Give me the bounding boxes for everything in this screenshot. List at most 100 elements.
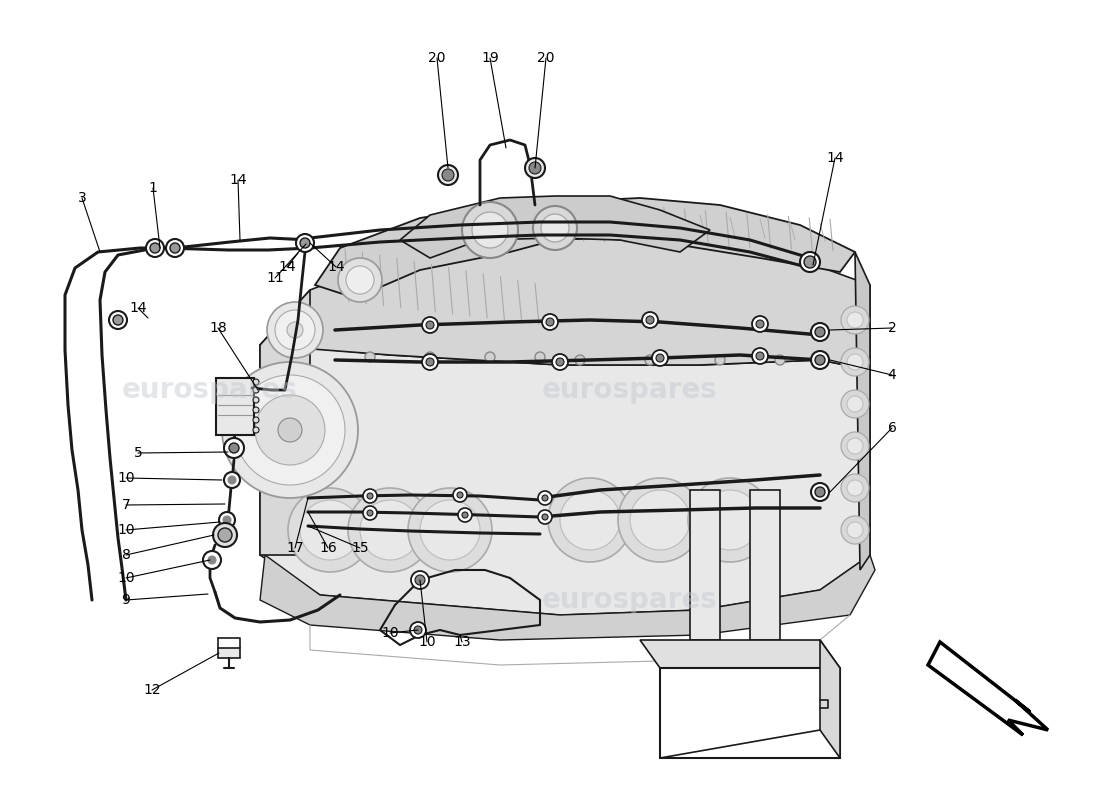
Text: 5: 5 xyxy=(133,446,142,460)
Circle shape xyxy=(688,478,772,562)
Circle shape xyxy=(642,312,658,328)
Circle shape xyxy=(253,387,258,393)
Circle shape xyxy=(228,476,236,484)
Circle shape xyxy=(811,323,829,341)
Text: 11: 11 xyxy=(266,271,284,285)
Text: 15: 15 xyxy=(351,541,369,555)
Polygon shape xyxy=(855,252,870,570)
Circle shape xyxy=(842,474,869,502)
Circle shape xyxy=(267,302,323,358)
Circle shape xyxy=(815,355,825,365)
Circle shape xyxy=(166,239,184,257)
Circle shape xyxy=(422,317,438,333)
Text: 13: 13 xyxy=(453,635,471,649)
Circle shape xyxy=(700,490,760,550)
Polygon shape xyxy=(556,198,855,272)
Circle shape xyxy=(462,202,518,258)
Circle shape xyxy=(338,258,382,302)
Polygon shape xyxy=(820,640,840,758)
Circle shape xyxy=(462,512,468,518)
Circle shape xyxy=(414,626,422,634)
Text: 8: 8 xyxy=(122,548,131,562)
Circle shape xyxy=(560,490,620,550)
Circle shape xyxy=(218,528,232,542)
Text: 4: 4 xyxy=(888,368,896,382)
Circle shape xyxy=(752,316,768,332)
Circle shape xyxy=(556,358,564,366)
Circle shape xyxy=(109,311,126,329)
Text: eurospares: eurospares xyxy=(542,586,718,614)
Text: eurospares: eurospares xyxy=(122,376,298,404)
Circle shape xyxy=(300,500,360,560)
Circle shape xyxy=(360,500,420,560)
Circle shape xyxy=(253,379,258,385)
Circle shape xyxy=(525,158,544,178)
Circle shape xyxy=(296,234,314,252)
Circle shape xyxy=(815,327,825,337)
Circle shape xyxy=(847,438,864,454)
Circle shape xyxy=(630,490,690,550)
Circle shape xyxy=(842,516,869,544)
Text: 19: 19 xyxy=(481,51,499,65)
Circle shape xyxy=(811,483,829,501)
Circle shape xyxy=(410,622,426,638)
Circle shape xyxy=(363,506,377,520)
Circle shape xyxy=(224,472,240,488)
Text: 10: 10 xyxy=(118,571,135,585)
Text: 17: 17 xyxy=(286,541,304,555)
Circle shape xyxy=(426,321,434,329)
Circle shape xyxy=(538,491,552,505)
Circle shape xyxy=(458,508,472,522)
Circle shape xyxy=(253,397,258,403)
Circle shape xyxy=(408,488,492,572)
Circle shape xyxy=(847,312,864,328)
Polygon shape xyxy=(660,668,840,758)
Circle shape xyxy=(222,362,358,498)
Circle shape xyxy=(278,418,303,442)
Circle shape xyxy=(656,354,664,362)
Text: 14: 14 xyxy=(229,173,246,187)
Circle shape xyxy=(842,306,869,334)
Text: 14: 14 xyxy=(278,260,296,274)
Circle shape xyxy=(425,352,435,362)
Text: 6: 6 xyxy=(888,421,896,435)
Text: 2: 2 xyxy=(888,321,896,335)
Polygon shape xyxy=(218,648,240,658)
Circle shape xyxy=(811,351,829,369)
Circle shape xyxy=(756,320,764,328)
Circle shape xyxy=(453,488,468,502)
Circle shape xyxy=(146,239,164,257)
Circle shape xyxy=(847,396,864,412)
Circle shape xyxy=(253,407,258,413)
Circle shape xyxy=(170,243,180,253)
Circle shape xyxy=(255,395,324,465)
Polygon shape xyxy=(260,345,870,615)
Circle shape xyxy=(208,556,216,564)
Circle shape xyxy=(415,575,425,585)
Circle shape xyxy=(534,206,578,250)
Circle shape xyxy=(804,256,816,268)
Circle shape xyxy=(411,571,429,589)
Circle shape xyxy=(542,495,548,501)
Polygon shape xyxy=(260,555,874,640)
Circle shape xyxy=(113,315,123,325)
Text: 18: 18 xyxy=(209,321,227,335)
Text: 9: 9 xyxy=(122,593,131,607)
Circle shape xyxy=(752,348,768,364)
Polygon shape xyxy=(216,378,254,435)
Circle shape xyxy=(204,551,221,569)
Circle shape xyxy=(542,314,558,330)
Circle shape xyxy=(365,352,375,362)
Text: 10: 10 xyxy=(118,471,135,485)
Polygon shape xyxy=(260,232,870,370)
Circle shape xyxy=(422,354,438,370)
Circle shape xyxy=(715,355,725,365)
Polygon shape xyxy=(640,640,840,668)
Text: 16: 16 xyxy=(319,541,337,555)
Circle shape xyxy=(548,478,632,562)
Text: 20: 20 xyxy=(537,51,554,65)
Circle shape xyxy=(546,318,554,326)
Circle shape xyxy=(253,417,258,423)
Circle shape xyxy=(442,169,454,181)
Circle shape xyxy=(847,522,864,538)
